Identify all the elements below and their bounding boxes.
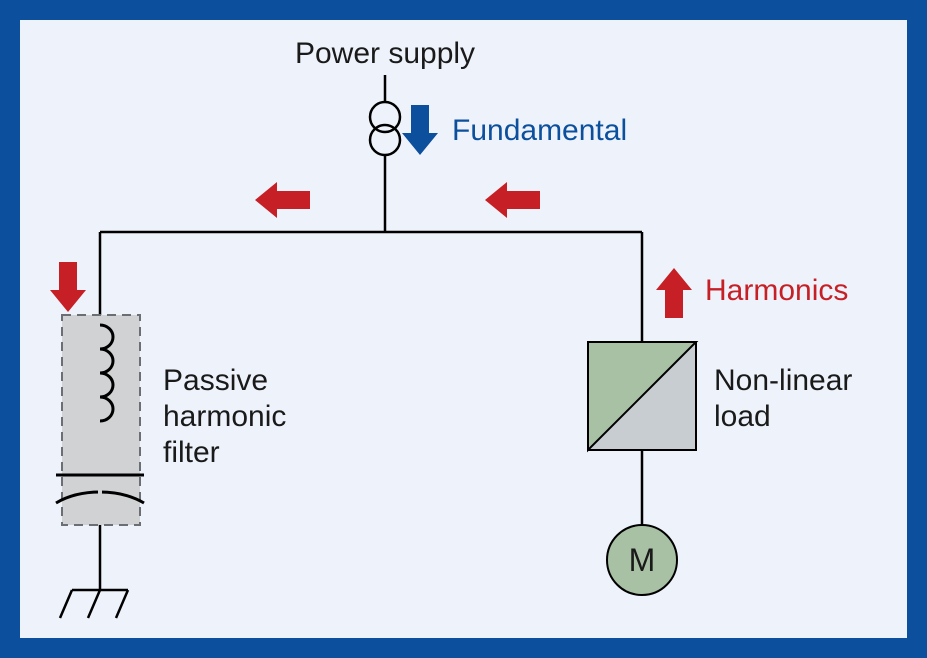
cap-gap-mask (98, 477, 102, 501)
fundamental-label: Fundamental (452, 114, 627, 147)
load-label-line: Non-linear (714, 364, 852, 397)
diagram-canvas: Power supply Fundamental Harmonics Passiveh… (0, 0, 927, 658)
load-label-line: load (714, 400, 771, 433)
filter-label-line: harmonic (163, 400, 286, 433)
inner-bg (20, 20, 907, 638)
motor-label: M (629, 542, 656, 578)
filter-label-line: filter (163, 436, 220, 469)
harmonics-label: Harmonics (705, 274, 848, 307)
filter-label-line: Passive (163, 364, 268, 397)
power-supply-label: Power supply (295, 37, 475, 70)
